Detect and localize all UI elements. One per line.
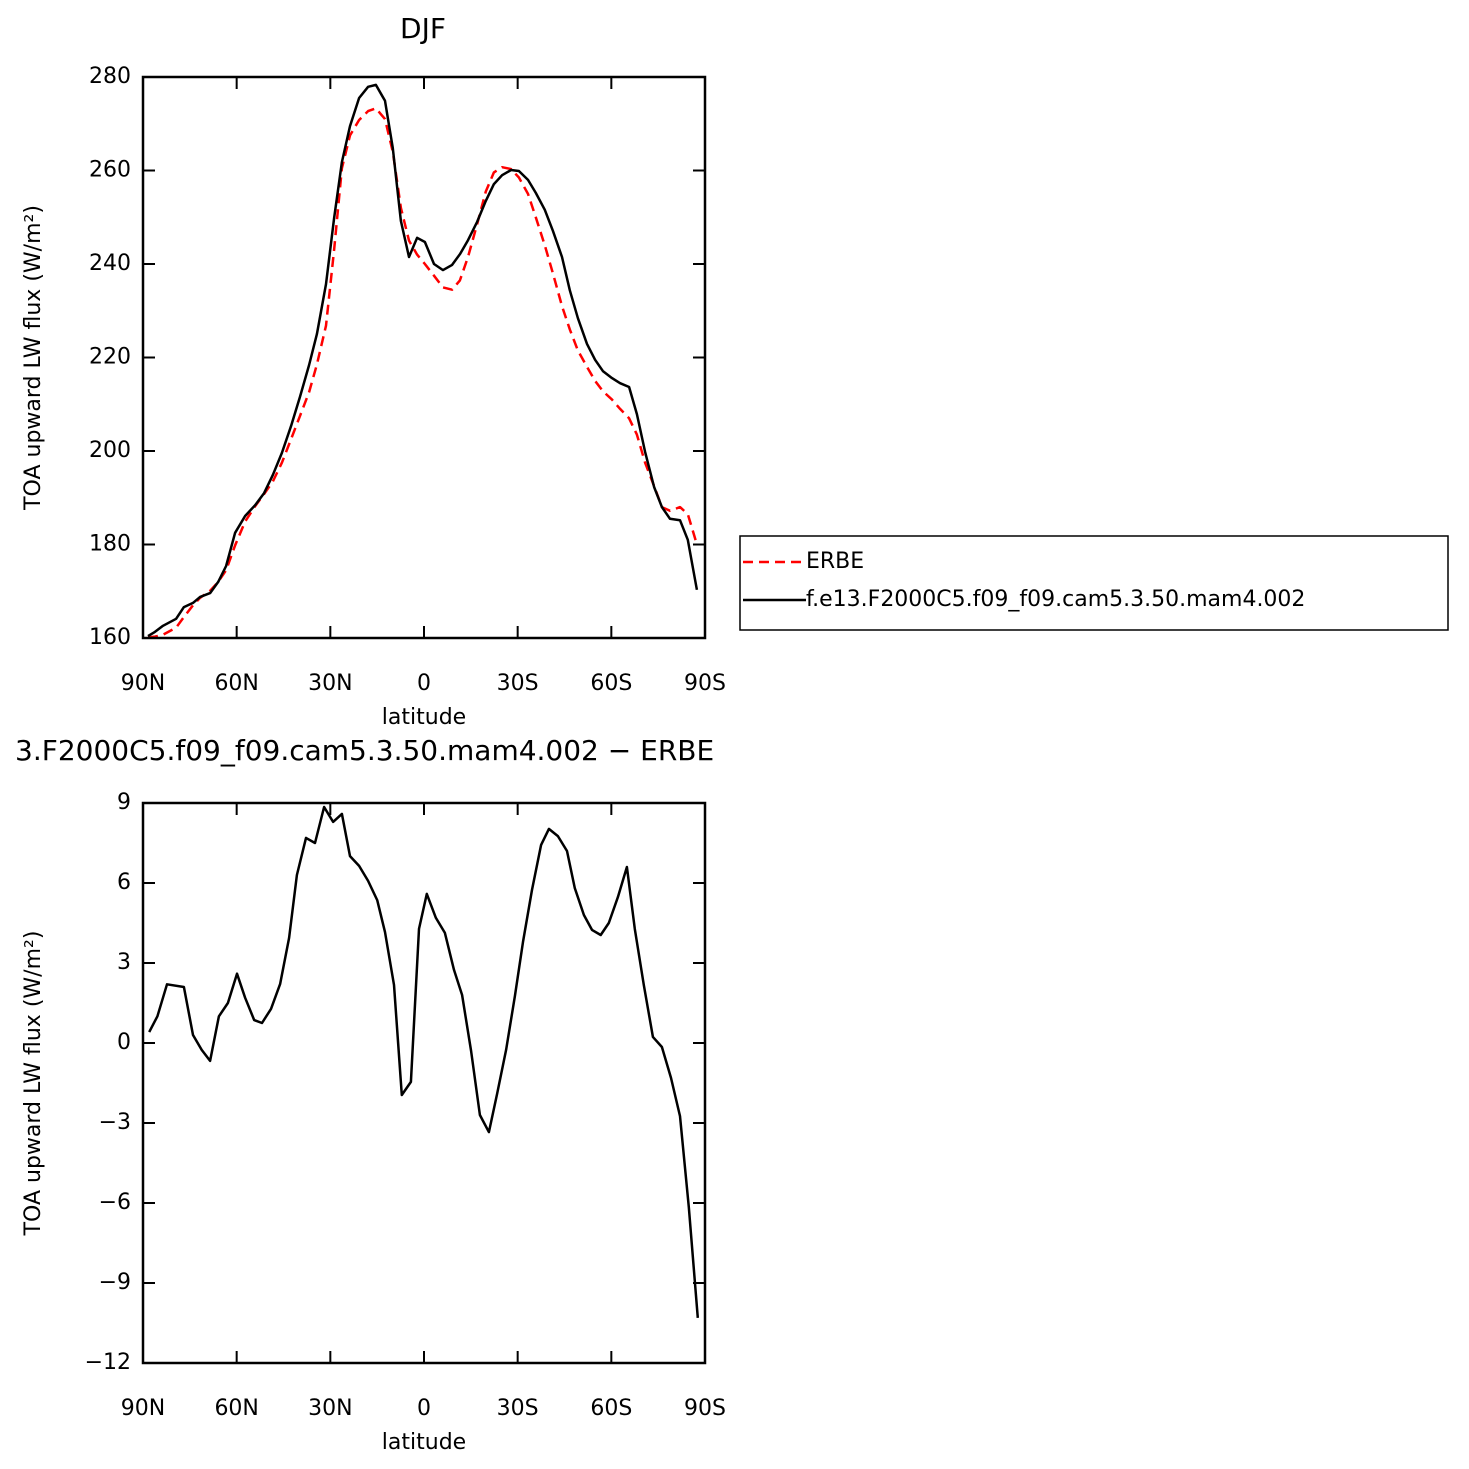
x-tick-label: 0 xyxy=(417,1396,431,1421)
y-tick-label: 220 xyxy=(89,345,131,370)
legend-label: f.e13.F2000C5.f09_f09.cam5.3.50.mam4.002 xyxy=(806,587,1305,612)
y-tick-label: 240 xyxy=(89,251,131,276)
legend-label: ERBE xyxy=(806,549,864,574)
x-tick-label: 90N xyxy=(121,671,165,696)
x-tick-label: 30S xyxy=(497,1396,539,1421)
x-tick-label: 30N xyxy=(308,671,352,696)
x-tick-label: 90N xyxy=(121,1396,165,1421)
y-tick-label: 280 xyxy=(89,64,131,89)
chart-title: 3.F2000C5.f09_f09.cam5.3.50.mam4.002 − E… xyxy=(15,734,714,767)
y-tick-label: −9 xyxy=(99,1270,131,1295)
x-tick-label: 60N xyxy=(214,1396,258,1421)
x-tick-label: 30N xyxy=(308,1396,352,1421)
x-tick-label: 60N xyxy=(214,671,258,696)
y-tick-label: 6 xyxy=(117,870,131,895)
y-tick-label: 160 xyxy=(89,625,131,650)
y-tick-label: 3 xyxy=(117,950,131,975)
y-tick-label: 0 xyxy=(117,1030,131,1055)
y-tick-label: −12 xyxy=(85,1350,131,1375)
chart-title: DJF xyxy=(400,12,446,45)
plot-frame xyxy=(141,75,707,640)
x-tick-label: 0 xyxy=(417,671,431,696)
y-tick-label: −3 xyxy=(99,1110,131,1135)
x-tick-label: 60S xyxy=(590,671,632,696)
x-tick-label: 90S xyxy=(684,1396,726,1421)
y-tick-label: 180 xyxy=(89,532,131,557)
y-tick-label: 200 xyxy=(89,438,131,463)
y-tick-label: 260 xyxy=(89,158,131,183)
legend-box xyxy=(739,535,1449,631)
y-tick-label: 9 xyxy=(117,790,131,815)
y-axis-label: TOA upward LW flux (W/m²) xyxy=(21,931,46,1237)
x-axis-label: latitude xyxy=(382,705,466,730)
x-tick-label: 60S xyxy=(590,1396,632,1421)
y-tick-label: −6 xyxy=(99,1190,131,1215)
y-axis-label: TOA upward LW flux (W/m²) xyxy=(21,205,46,511)
x-axis-label: latitude xyxy=(382,1430,466,1455)
x-tick-label: 90S xyxy=(684,671,726,696)
x-tick-label: 30S xyxy=(497,671,539,696)
data-line xyxy=(147,83,699,638)
data-line xyxy=(147,107,699,639)
data-line xyxy=(148,805,700,1319)
plot-frame xyxy=(141,801,707,1365)
